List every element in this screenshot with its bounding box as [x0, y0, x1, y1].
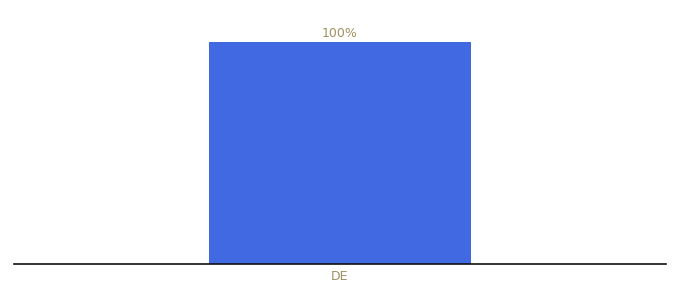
- Bar: [209, 42, 471, 264]
- Text: 100%: 100%: [322, 27, 358, 40]
